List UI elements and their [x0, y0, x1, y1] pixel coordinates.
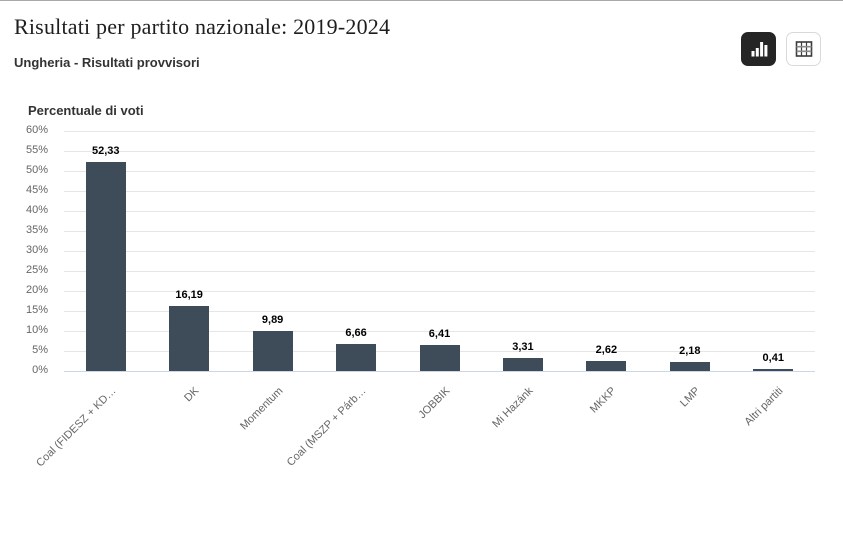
gridline [64, 271, 815, 272]
y-tick-label: 50% [25, 164, 48, 176]
x-tick-label: Coal (MSZP + Párb… [284, 385, 369, 469]
x-tick-label: JOBBIK [415, 385, 452, 422]
x-tick-label: MKKP [588, 385, 619, 416]
page-subtitle: Ungheria - Risultati provvisori [14, 55, 200, 70]
chart-view-button[interactable] [741, 32, 776, 66]
gridline [64, 291, 815, 292]
x-tick-label: Coal (FIDESZ + KD… [33, 385, 119, 470]
y-tick-label: 55% [25, 144, 48, 156]
bar-value-label: 3,31 [512, 340, 534, 353]
gridline [64, 191, 815, 192]
table-view-button[interactable] [786, 32, 821, 66]
y-tick-label: 0% [32, 364, 48, 376]
bar-value-label: 0,41 [762, 352, 784, 365]
page-title: Risultati per partito nazionale: 2019-20… [14, 14, 391, 39]
bar-6[interactable] [502, 357, 543, 371]
x-tick-label: DK [182, 385, 202, 405]
y-tick-label: 30% [25, 244, 48, 256]
y-tick-label: 35% [25, 224, 48, 236]
bar-value-label: 2,62 [595, 343, 618, 356]
view-toolbar [741, 32, 821, 66]
y-tick-label: 60% [25, 124, 48, 136]
gridline [64, 231, 815, 232]
y-tick-label: 40% [25, 204, 48, 216]
y-tick-label: 20% [25, 284, 48, 296]
y-tick-label: 10% [25, 324, 48, 336]
bar-8[interactable] [669, 362, 710, 371]
bar-1[interactable] [85, 161, 126, 371]
gridline [64, 251, 815, 252]
bar-value-label: 16,19 [175, 289, 203, 302]
bar-5[interactable] [419, 345, 460, 371]
bar-9[interactable] [753, 369, 794, 371]
x-tick-label: LMP [677, 385, 703, 410]
x-tick-label: Momentum [237, 385, 286, 433]
table-grid-icon [795, 40, 813, 58]
gridline [64, 211, 815, 212]
bar-2[interactable] [169, 306, 210, 371]
bar-7[interactable] [586, 360, 627, 371]
gridline [64, 311, 815, 312]
bar-3[interactable] [252, 331, 293, 371]
x-tick-label: Mi Hazánk [490, 385, 536, 431]
y-tick-label: 25% [25, 264, 48, 276]
bar-value-label: 6,66 [345, 327, 367, 340]
x-tick-label: Altri partiti [742, 385, 786, 429]
gridline [64, 151, 815, 152]
x-axis-line [64, 371, 815, 372]
y-tick-label: 45% [25, 184, 48, 196]
bar-value-label: 2,18 [679, 345, 701, 358]
bar-value-label: 9,89 [261, 314, 284, 327]
y-axis-title: Percentuale di voti [28, 103, 144, 118]
gridline [64, 331, 815, 332]
gridline [64, 171, 815, 172]
y-tick-label: 5% [32, 344, 48, 356]
gridline [64, 131, 815, 132]
bar-chart-icon [750, 40, 768, 58]
bar-4[interactable] [336, 344, 377, 371]
bar-value-label: 52,33 [91, 144, 120, 157]
y-tick-label: 15% [25, 304, 48, 316]
bar-value-label: 6,41 [428, 328, 451, 341]
